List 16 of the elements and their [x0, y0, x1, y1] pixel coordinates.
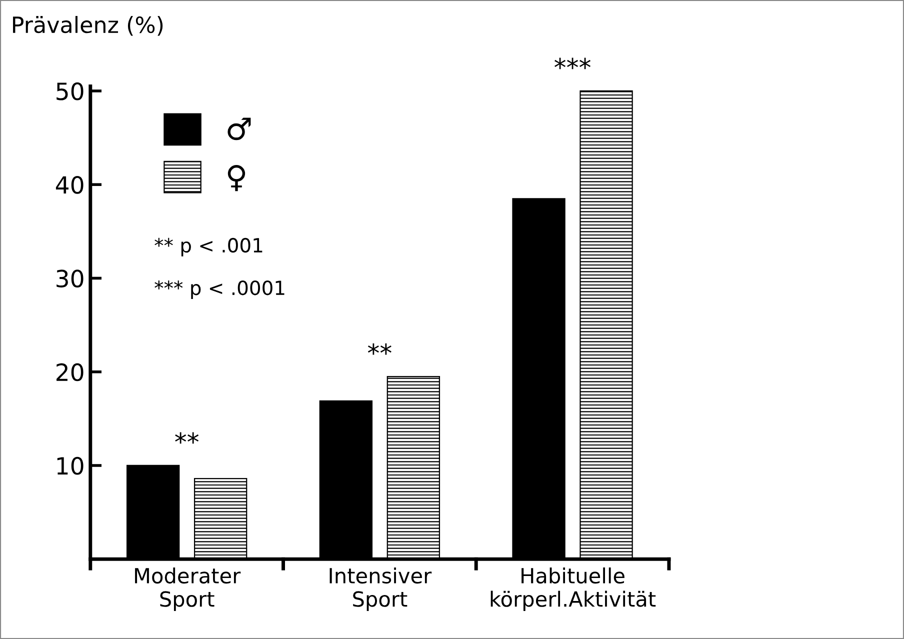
y-axis-title: Prävalenz (%) [13, 16, 163, 36]
text: *** [554, 58, 591, 70]
annotation: *** p < .0001 [154, 280, 284, 299]
legend-label: ♀ [228, 164, 246, 192]
legend-label: ♂ [228, 118, 251, 140]
annotation: ** [175, 432, 199, 444]
annotation: ** [368, 343, 392, 355]
annotation: ** p < .001 [154, 238, 262, 256]
x-tick-label: Moderater Sport [135, 567, 241, 611]
y-tick-label: 30 [56, 270, 84, 288]
x-tick-label: Habituelle körperl.Aktivität [490, 567, 656, 611]
y-tick-label: 10 [57, 456, 84, 475]
y-tick-label: 20 [56, 363, 84, 382]
y-tick-label: 50 [56, 82, 84, 100]
y-tick-label: 40 [56, 176, 84, 194]
x-tick-label: Intensiver Sport [330, 567, 432, 611]
